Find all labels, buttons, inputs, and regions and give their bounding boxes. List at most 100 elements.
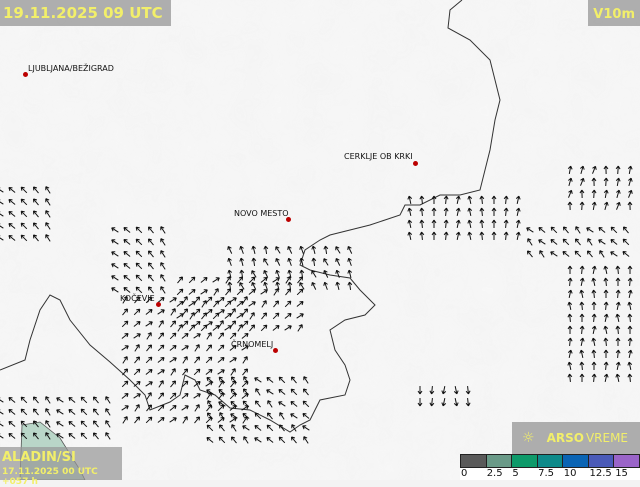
wind-arrow	[8, 222, 16, 229]
wind-arrow	[603, 361, 609, 371]
wind-arrow	[290, 388, 298, 396]
wind-arrow	[0, 187, 4, 193]
wind-arrow	[105, 408, 111, 416]
wind-arrow	[8, 234, 16, 241]
wind-arrow	[299, 269, 305, 279]
wind-arrow	[278, 388, 286, 395]
wind-arrow	[242, 368, 249, 376]
wind-arrow	[170, 320, 177, 328]
wind-arrow	[580, 177, 585, 186]
wind-arrow	[579, 337, 585, 347]
city-label-crnomelj: ČRNOMELJ	[231, 340, 274, 349]
wind-arrow	[579, 289, 585, 299]
wind-arrow	[407, 219, 413, 229]
wind-arrow	[491, 231, 497, 240]
wind-arrow	[275, 246, 281, 254]
wind-arrow	[455, 207, 461, 217]
wind-arrow	[92, 408, 99, 416]
legend-swatch	[512, 455, 538, 467]
wind-arrow	[123, 238, 131, 245]
wind-arrow	[431, 231, 437, 240]
wind-arrow	[227, 281, 233, 291]
wind-arrow	[160, 274, 166, 282]
wind-arrow	[290, 436, 297, 444]
wind-arrow	[455, 231, 461, 241]
wind-arrow	[237, 324, 243, 332]
wind-arrow	[567, 265, 573, 274]
wind-arrow	[111, 227, 119, 233]
wind-arrow	[20, 408, 28, 416]
wind-arrow	[579, 189, 585, 199]
wind-arrow	[8, 420, 16, 427]
wind-arrow	[68, 408, 76, 415]
wind-arrow	[135, 274, 143, 282]
wind-arrow	[287, 281, 293, 291]
wind-arrow	[266, 424, 274, 432]
wind-arrow	[212, 324, 220, 331]
wind-arrow	[615, 165, 621, 175]
wind-arrow	[188, 276, 196, 284]
legend-tick: 7.5	[538, 468, 554, 479]
wind-arrow	[193, 333, 201, 339]
wind-arrow	[591, 201, 597, 211]
wind-arrow	[622, 238, 630, 246]
wind-arrow	[311, 270, 317, 278]
wind-arrow	[284, 312, 292, 319]
wind-arrow	[591, 361, 597, 370]
wind-arrow	[134, 344, 140, 352]
wind-arrow	[121, 345, 129, 351]
wind-arrow	[615, 337, 621, 346]
wind-arrow	[194, 356, 201, 364]
wind-arrow	[111, 251, 119, 257]
wind-arrow	[302, 388, 309, 396]
wind-arrow	[212, 277, 220, 283]
wind-arrow	[467, 219, 473, 229]
wind-arrow	[550, 226, 558, 234]
wind-arrow	[503, 219, 509, 229]
wind-arrow	[627, 277, 633, 287]
wind-arrow	[526, 227, 534, 233]
wind-arrow	[266, 376, 274, 383]
wind-arrow	[615, 265, 621, 275]
wind-arrow	[45, 408, 51, 416]
wind-arrow	[627, 325, 633, 334]
wind-arrow	[567, 289, 573, 299]
wind-arrow	[8, 432, 16, 439]
wind-arrow	[290, 413, 298, 419]
wind-arrow	[224, 325, 232, 331]
wind-arrow	[0, 409, 4, 415]
wind-arrow	[201, 300, 207, 308]
wind-arrow	[206, 332, 212, 340]
wind-arrow	[218, 376, 226, 384]
legend-swatch	[563, 455, 589, 467]
wind-arrow	[224, 312, 232, 319]
wind-arrow	[80, 396, 88, 404]
wind-arrow	[515, 207, 521, 217]
wind-arrow	[603, 277, 609, 287]
wind-arrow	[627, 373, 633, 383]
wind-arrow	[0, 223, 4, 229]
wind-arrow	[20, 234, 28, 242]
wind-arrow	[194, 416, 201, 424]
wind-arrow	[200, 276, 208, 283]
wind-arrow	[176, 313, 184, 319]
wind-arrow	[121, 320, 129, 328]
wind-arrow	[311, 245, 317, 255]
wind-arrow	[32, 234, 39, 242]
wind-arrow	[193, 308, 201, 316]
wind-arrow	[32, 408, 39, 416]
wind-arrow	[515, 219, 521, 229]
wind-arrow	[615, 277, 621, 286]
wind-arrow	[122, 296, 128, 304]
wind-arrow	[45, 432, 51, 440]
wind-arrow	[627, 165, 633, 175]
wind-arrow	[260, 289, 268, 295]
wind-arrow	[20, 420, 28, 428]
wind-arrow	[239, 257, 245, 267]
wind-arrow	[567, 373, 573, 383]
wind-arrow	[538, 239, 546, 245]
wind-arrow	[121, 380, 129, 388]
wind-arrow	[479, 231, 485, 241]
wind-arrow	[20, 210, 28, 218]
arso-logo[interactable]: ☼ ARSO VREME	[512, 422, 640, 454]
